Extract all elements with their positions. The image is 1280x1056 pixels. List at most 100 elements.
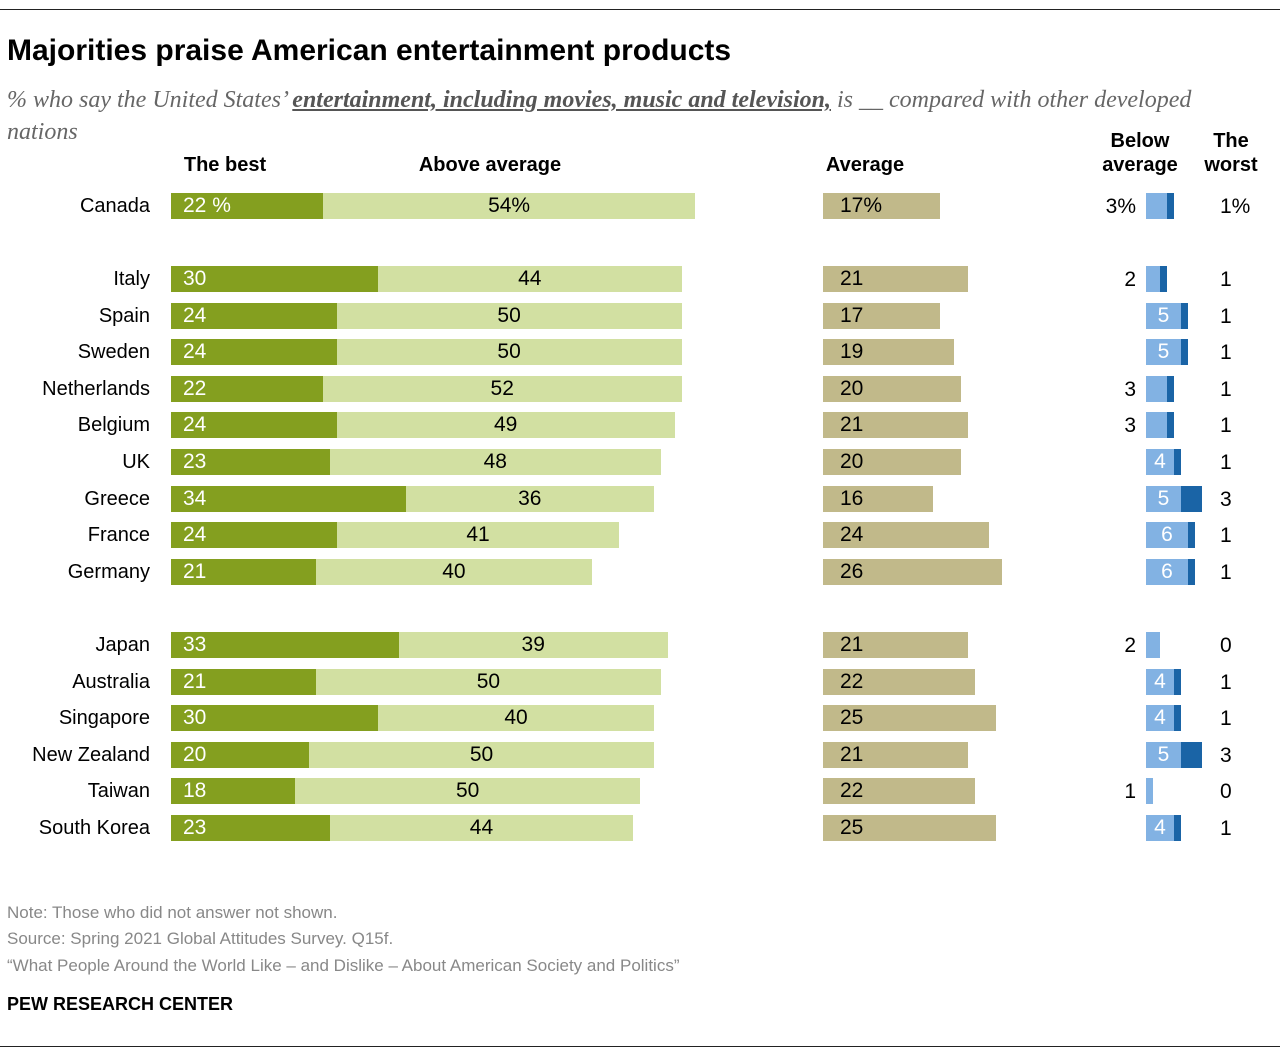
bar-best [171,266,378,292]
bar-best [171,339,337,365]
value-above: 52 [490,377,514,400]
value-below: 3 [1124,414,1136,437]
bar-best [171,778,296,804]
bar-worst [1188,559,1195,585]
value-best: 22 % [183,194,231,217]
bar-below [1146,376,1167,402]
bar-best [171,486,406,512]
value-worst: 1 [1220,451,1232,474]
value-best: 24 [183,304,207,327]
bar-best [171,303,337,329]
bar-worst [1167,376,1174,402]
bar-best [171,669,316,695]
value-above: 50 [456,779,480,802]
bar-below [1146,339,1181,365]
bar-below [1146,632,1160,658]
value-worst: 1 [1220,378,1232,401]
country-label: Netherlands [42,378,150,400]
value-below: 3% [1105,195,1136,218]
value-best: 21 [183,670,207,693]
bar-average [823,193,941,219]
country-label: Greece [84,488,150,510]
value-below: 5 [1157,340,1170,363]
value-worst: 1 [1220,524,1232,547]
value-worst: 0 [1220,634,1232,657]
bar-worst [1174,669,1181,695]
bar-worst [1181,486,1202,512]
value-best: 30 [183,267,207,290]
value-above: 40 [504,706,528,729]
subtitle-post: is __ compared with other developed nati… [7,87,1192,145]
value-below: 2 [1124,268,1136,291]
bar-above [398,632,668,658]
value-best: 24 [183,340,207,363]
value-below: 5 [1157,487,1170,510]
bar-below [1146,559,1188,585]
bar-below [1146,778,1153,804]
value-above: 49 [493,413,518,436]
bottom-rule [0,1046,1280,1047]
bar-above [336,303,682,329]
header-best: The best [183,154,267,176]
value-average: 17% [840,194,883,217]
bar-average [823,705,996,731]
value-best: 22 [183,377,207,400]
value-above: 50 [469,743,494,766]
country-label: France [87,524,150,546]
bar-above [336,339,682,365]
value-above: 54% [488,194,531,217]
bar-below [1146,303,1181,329]
value-below: 5 [1157,743,1170,766]
header-below: Below average [1102,130,1178,176]
value-best: 18 [183,779,207,802]
bar-above [378,266,682,292]
bar-best [171,193,323,219]
value-above: 41 [466,523,490,546]
bar-below [1146,522,1188,548]
value-below: 3 [1124,378,1136,401]
country-label: Taiwan [87,780,150,802]
bar-above [322,193,696,219]
bar-worst [1174,705,1181,731]
bar-best [171,376,323,402]
header-above: Above average [418,154,562,176]
bar-worst [1181,339,1188,365]
country-label: Australia [72,671,150,693]
value-below: 4 [1154,450,1166,473]
value-worst: 1 [1220,561,1232,584]
bar-best [171,449,330,475]
top-rule [0,9,1280,10]
bar-worst [1174,815,1181,841]
bar-above [329,449,661,475]
value-best: 33 [183,633,207,656]
brand: PEW RESEARCH CENTER [7,994,234,1014]
value-above: 44 [518,267,542,290]
value-average: 25 [840,706,864,729]
value-average: 21 [840,743,864,766]
bar-above [322,376,682,402]
source: Source: Spring 2021 Global Attitudes Sur… [7,929,394,948]
value-above: 50 [497,340,521,363]
value-worst: 1 [1220,341,1232,364]
country-label: Italy [113,268,150,290]
bar-below [1146,815,1174,841]
value-above: 39 [521,633,545,656]
value-below: 4 [1154,670,1166,693]
country-label: South Korea [38,817,150,839]
bar-worst [1167,412,1174,438]
bar-above [329,815,634,841]
chart-title: Majorities praise American entertainment… [7,34,732,67]
value-worst: 0 [1220,780,1232,803]
value-average: 20 [840,377,864,400]
value-below: 4 [1154,706,1166,729]
value-average: 16 [840,487,864,510]
bar-average [823,522,989,548]
bar-below [1146,742,1181,768]
header-worst: The worst [1204,130,1258,176]
country-label: Belgium [77,414,150,436]
bar-above [378,705,654,731]
value-average: 25 [840,816,864,839]
bar-above [315,669,661,695]
value-below: 6 [1161,560,1173,583]
country-label: New Zealand [32,744,150,766]
